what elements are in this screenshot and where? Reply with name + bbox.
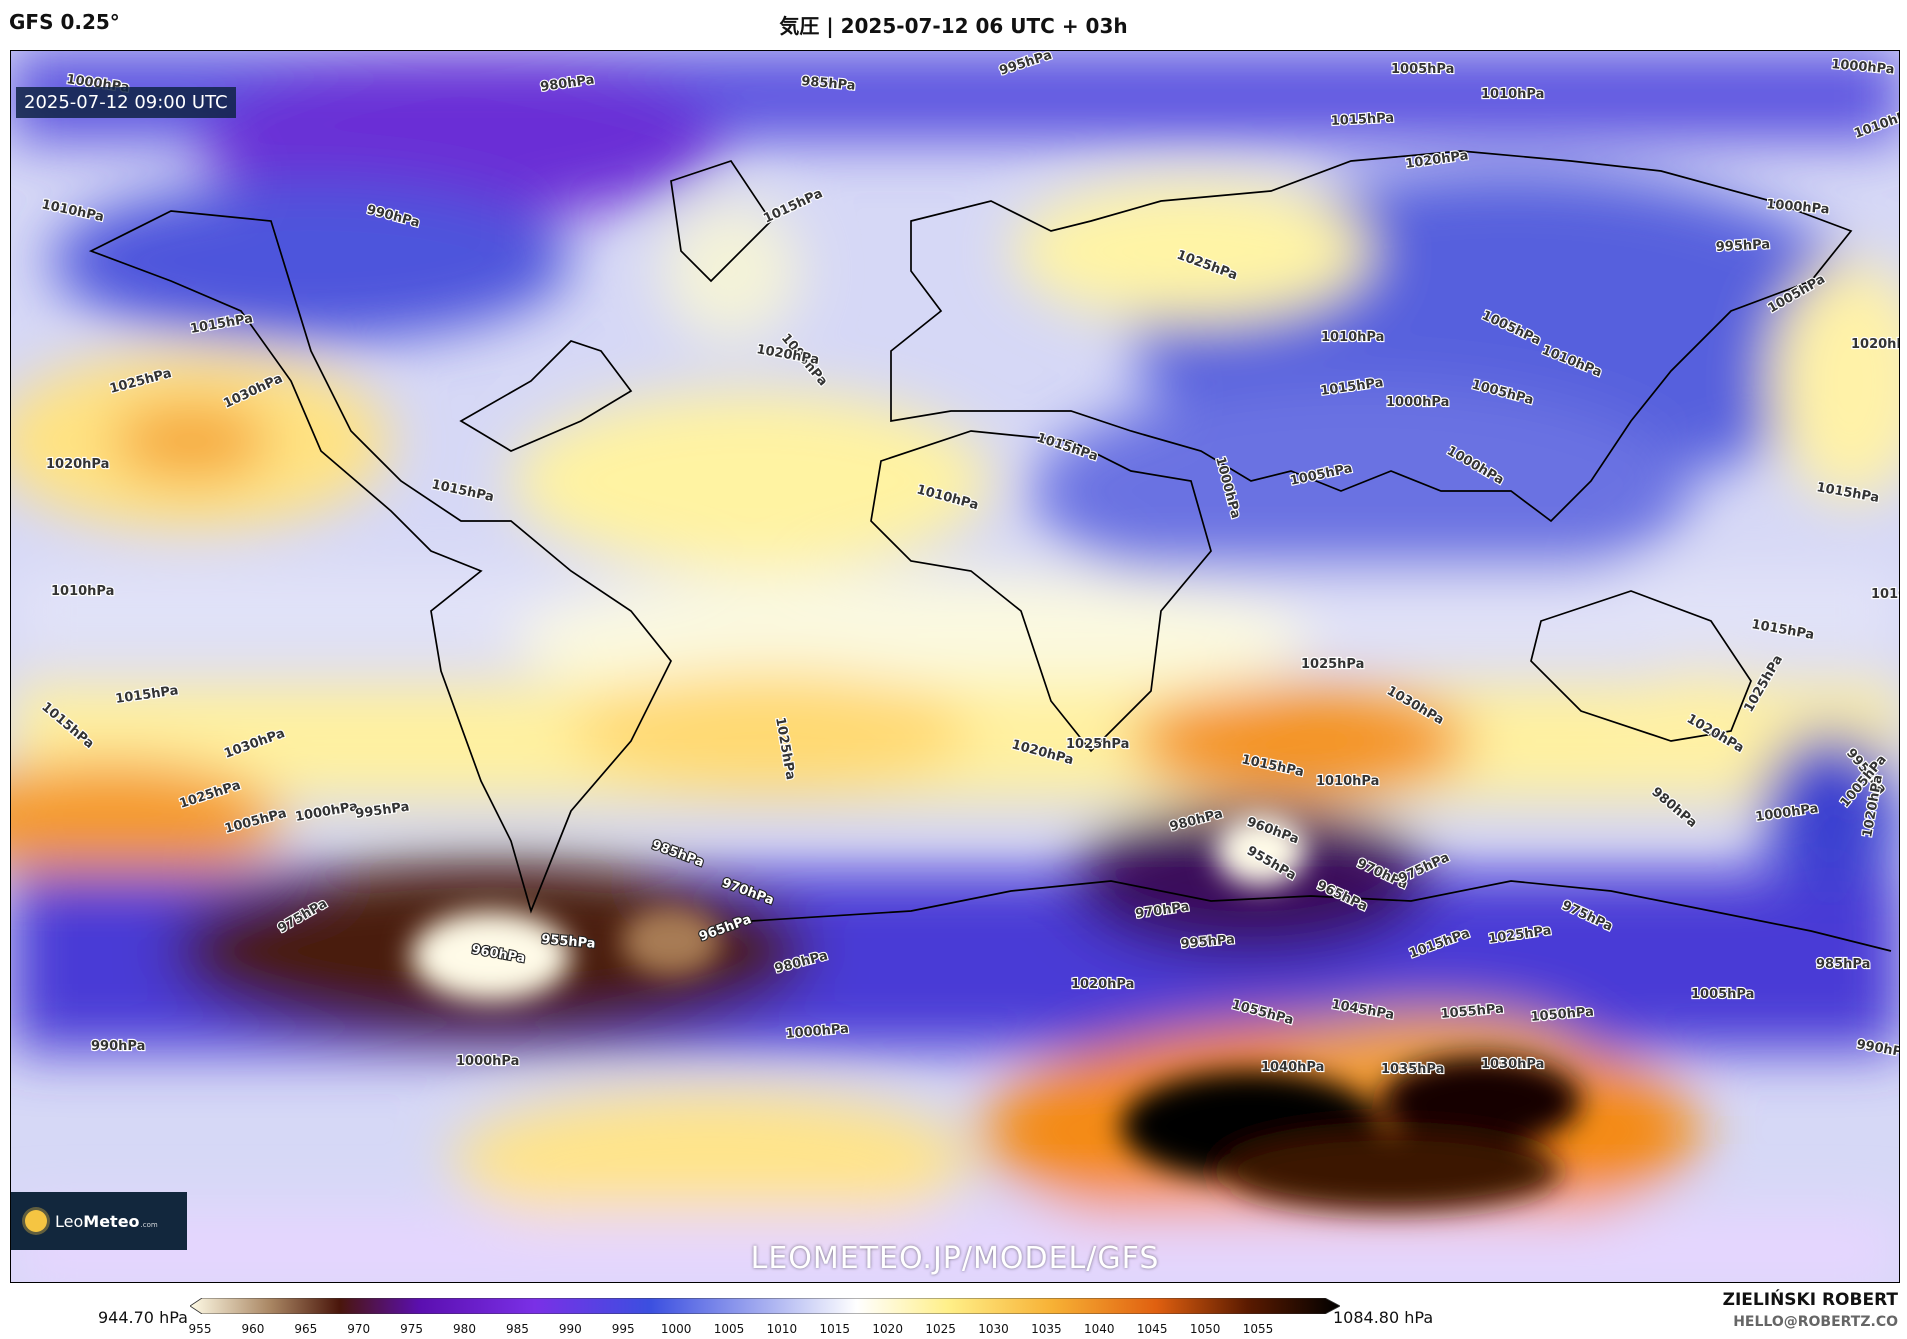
isobar-label: 1000hPa: [1386, 395, 1449, 410]
isobar-label: 1015hPa: [1330, 111, 1394, 129]
isobar-label: 1000hPa: [1831, 57, 1895, 77]
colorbar-tick-label: 980: [453, 1322, 476, 1336]
isobar-label: 1020hPa: [1071, 977, 1134, 992]
valid-time-badge: 2025-07-12 09:00 UTC: [16, 87, 236, 118]
colorbar-tick-label: 970: [347, 1322, 371, 1336]
isobar-label: 1010hPa: [1321, 330, 1384, 345]
colorbar-ticks: 955 960 965 970 975 980 985 990 995 1000 1005 1010 1…: [189, 1322, 1328, 1338]
isobar-label: 955hPa: [541, 932, 596, 952]
author-name: ZIELIŃSKI ROBERT: [1722, 1290, 1898, 1310]
colorbar: [190, 1298, 1340, 1314]
colorbar-tick-label: 1055: [1242, 1322, 1274, 1336]
colorbar-tick-label: 1035: [1031, 1322, 1062, 1336]
isobar-label: 995hPa: [1715, 237, 1770, 255]
site-watermark: LEOMETEO.JP/MODEL/GFS: [750, 1241, 1160, 1276]
author-email[interactable]: HELLO@ROBERTZ.CO: [1733, 1314, 1898, 1330]
colorbar-tick-label: 995: [611, 1322, 635, 1336]
leometeo-logo[interactable]: LeoMeteo.com: [11, 1192, 187, 1250]
isobar-label: 1000hPa: [1766, 197, 1830, 217]
isobar-label: 1035hPa: [1381, 1062, 1444, 1077]
colorbar-min-label: 944.70 hPa: [98, 1308, 188, 1327]
colorbar-tick-label: 975: [400, 1322, 424, 1336]
isobar-label: 1010hPa: [1871, 587, 1900, 602]
colorbar-tick-label: 1050: [1189, 1322, 1221, 1336]
model-label: GFS 0.25°: [9, 10, 120, 34]
isobar-label: 1030hPa: [1481, 1057, 1544, 1072]
isobar-label: 1000hPa: [785, 1022, 849, 1042]
isobar-label: 1020hPa: [1851, 337, 1900, 352]
isobar-label: 990hPa: [91, 1039, 145, 1054]
isobar-label: 1020hPa: [46, 457, 109, 472]
colorbar-tick-label: 1020: [872, 1322, 903, 1336]
pressure-field: [11, 51, 1899, 1282]
isobar-label: 1005hPa: [1391, 62, 1454, 77]
isobar-label: 1010hPa: [1481, 87, 1544, 102]
colorbar-tick-label: 960: [241, 1322, 265, 1336]
colorbar-tick-label: 990: [558, 1322, 582, 1336]
isobar-label: 1010hPa: [1316, 774, 1379, 789]
colorbar-tick-label: 1005: [713, 1322, 745, 1336]
isobar-label: 985hPa: [1816, 957, 1870, 972]
colorbar-max-label: 1084.80 hPa: [1333, 1308, 1434, 1327]
chart-title: 気圧 | 2025-07-12 06 UTC + 03h: [779, 14, 1128, 38]
colorbar-tick-label: 955: [188, 1322, 212, 1336]
colorbar-tick-label: 1040: [1084, 1322, 1115, 1336]
colorbar-tick-label: 1045: [1136, 1322, 1168, 1336]
pressure-extremes: [411, 816, 1581, 1211]
pressure-map[interactable]: 1000hPa 980hPa 985hPa 995hPa 1005hPa 1000hPa 1…: [10, 50, 1900, 1283]
isobar-label: 1000hPa: [456, 1054, 519, 1069]
isobar-label: 1025hPa: [1301, 657, 1364, 672]
colorbar-tick-label: 1000: [660, 1322, 692, 1336]
isobar-label: 1025hPa: [1066, 737, 1129, 752]
isobar-label: 1040hPa: [1261, 1060, 1324, 1075]
colorbar-tick-label: 965: [294, 1322, 318, 1336]
colorbar-tick-label: 1025: [925, 1322, 956, 1336]
colorbar-tick-label: 1010: [766, 1322, 798, 1336]
isobar-label: 1010hPa: [51, 584, 114, 599]
isobar-label: 995hPa: [1180, 932, 1235, 952]
isobar-label: 1055hPa: [1440, 1002, 1504, 1022]
isobar-label: 1005hPa: [1691, 987, 1754, 1002]
colorbar-tick-label: 1030: [978, 1322, 1009, 1336]
coastlines: [88, 150, 1892, 952]
isobar-label: 985hPa: [801, 74, 856, 94]
colorbar-tick-label: 985: [505, 1322, 529, 1336]
logo-text: LeoMeteo.com: [55, 1211, 158, 1231]
sun-icon: [25, 1210, 47, 1232]
isobar-label: 1050hPa: [1530, 1005, 1594, 1025]
colorbar-tick-label: 1015: [819, 1322, 851, 1336]
